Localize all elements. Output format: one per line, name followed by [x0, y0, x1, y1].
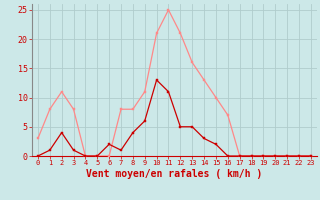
X-axis label: Vent moyen/en rafales ( km/h ): Vent moyen/en rafales ( km/h ) — [86, 169, 262, 179]
